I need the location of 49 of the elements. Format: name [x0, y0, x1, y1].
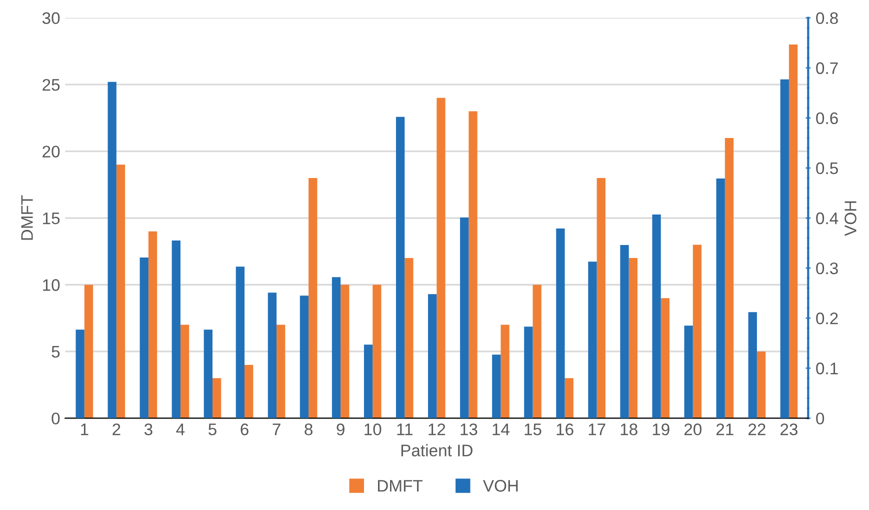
- y2-tick-label: 0: [816, 412, 824, 424]
- x-tick-label: 16: [556, 424, 574, 436]
- y2-tick-label: 0.5: [816, 162, 838, 174]
- x-tick-label: 17: [588, 424, 606, 436]
- y-tick-label: 30: [42, 12, 60, 24]
- y2-tick-label: 0.8: [816, 12, 838, 24]
- y2-tick-label: 0.7: [816, 62, 838, 74]
- x-tick-label: 18: [620, 424, 638, 436]
- bar: [204, 330, 212, 418]
- x-tick-label: 23: [780, 424, 798, 436]
- x-tick-label: 21: [716, 424, 734, 436]
- x-tick-label: 2: [112, 424, 120, 436]
- x-tick-label: 15: [524, 424, 542, 436]
- x-axis-title: Patient ID: [401, 444, 472, 456]
- x-tick-label: 10: [364, 424, 382, 436]
- legend-label: DMFT: [378, 480, 423, 492]
- x-tick-label: 8: [304, 424, 312, 436]
- x-tick-label: 11: [397, 424, 412, 436]
- y2-tick-label: 0.6: [816, 112, 838, 124]
- x-tick-label: 9: [336, 424, 344, 436]
- legend-label: VOH: [482, 480, 518, 492]
- bar: [564, 378, 574, 418]
- y-tick-label: 20: [42, 146, 60, 158]
- x-tick-label: 14: [492, 424, 510, 436]
- y2-tick-label: 0.3: [816, 262, 838, 274]
- y-tick-label: 25: [42, 78, 60, 91]
- x-tick-label: 19: [652, 424, 670, 436]
- x-tick-label: 22: [748, 424, 766, 436]
- x-tick-label: 1: [81, 424, 88, 436]
- x-tick-label: 6: [240, 424, 248, 436]
- y-tick-label: 0: [52, 412, 60, 424]
- bar: [436, 98, 446, 418]
- x-tick-label: 5: [208, 424, 216, 436]
- x-tick-label: 20: [684, 424, 702, 436]
- y2-axis-title: VOH: [844, 201, 856, 236]
- bar: [236, 266, 245, 418]
- y2-tick-label: 0.2: [816, 312, 838, 324]
- y-axis-title: DMFT: [21, 195, 33, 240]
- x-tick-label: 4: [176, 424, 185, 436]
- y2-tick-label: 0.4: [816, 212, 838, 224]
- bar: [556, 228, 565, 418]
- y2-tick-label: 0.1: [816, 362, 838, 374]
- x-tick-label: 13: [460, 424, 478, 436]
- x-tick-label: 12: [428, 424, 446, 436]
- y-tick-label: 10: [43, 279, 60, 291]
- x-tick-label: 7: [272, 424, 280, 436]
- y-tick-label: 15: [43, 212, 60, 224]
- x-tick-label: 3: [144, 424, 152, 436]
- y-tick-label: 5: [52, 346, 60, 358]
